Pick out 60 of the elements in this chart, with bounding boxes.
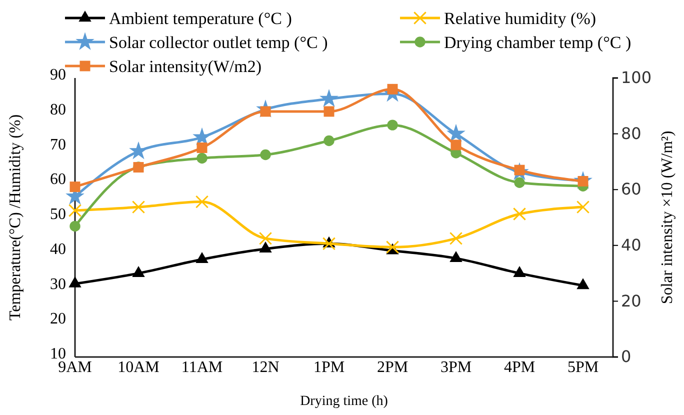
x-tick-label: 4PM [504,359,536,376]
y2-axis-title: Solar intensity ×10 (W/m²) [659,130,676,304]
legend-label: Relative humidity (%) [444,8,596,28]
point [387,120,398,130]
x-tick-label: 10AM [118,359,160,376]
x-tick-label: 11AM [181,359,223,376]
point [192,127,212,146]
point [129,141,148,160]
point [258,232,272,245]
point [512,207,526,221]
point [70,220,80,232]
point [449,232,463,245]
legend-label: Drying chamber temp (°C ) [444,32,632,52]
legend-label: Solar intensity(W/m2) [109,56,262,76]
point [386,240,400,254]
x-tick-label: 12N [252,359,280,376]
legend-label: Solar collector outlet temp (°C ) [109,32,328,52]
point [196,142,208,153]
y-tick-label: 90 [50,66,66,84]
point [322,237,336,250]
legend-label: Ambient temperature (°C ) [109,8,292,28]
point [513,266,526,277]
point [324,135,334,146]
point [259,242,272,253]
y-tick-label: 50 [50,206,66,224]
point [320,89,338,107]
y-tick-label: 60 [50,171,66,188]
y2-tick-label: 20 [621,291,642,310]
y-tick-label: 70 [50,136,66,154]
point [70,182,80,192]
point [195,195,209,208]
point [576,278,590,290]
x-tick-label: 3PM [440,359,472,376]
y2-tick-label: 40 [621,236,642,255]
point [514,177,525,188]
y-tick-label: 40 [50,240,66,258]
y2-tick-label: 0 [621,347,632,366]
point [196,252,208,264]
x-tick-label: 1PM [313,359,345,376]
x-tick-label: 2PM [376,359,408,376]
y-tick-label: 30 [50,276,66,293]
y-tick-label: 80 [50,101,66,118]
point [260,149,271,160]
point [576,200,590,214]
x-tick-label: 5PM [567,359,599,376]
y2-tick-label: 100 [621,68,652,88]
point [68,276,82,288]
x-axis-title: Drying time (h) [300,394,388,409]
point [450,250,462,262]
point [450,140,462,150]
y2-tick-label: 60 [621,180,642,199]
point [324,106,334,117]
point [68,204,82,218]
y2-tick-label: 80 [621,124,642,143]
point [446,124,466,142]
point [132,200,146,214]
point [132,266,145,277]
y-axis-title: Temperature(°C) /Humidity (%) [7,114,24,321]
point [196,152,208,164]
y-tick-label: 20 [50,310,66,328]
